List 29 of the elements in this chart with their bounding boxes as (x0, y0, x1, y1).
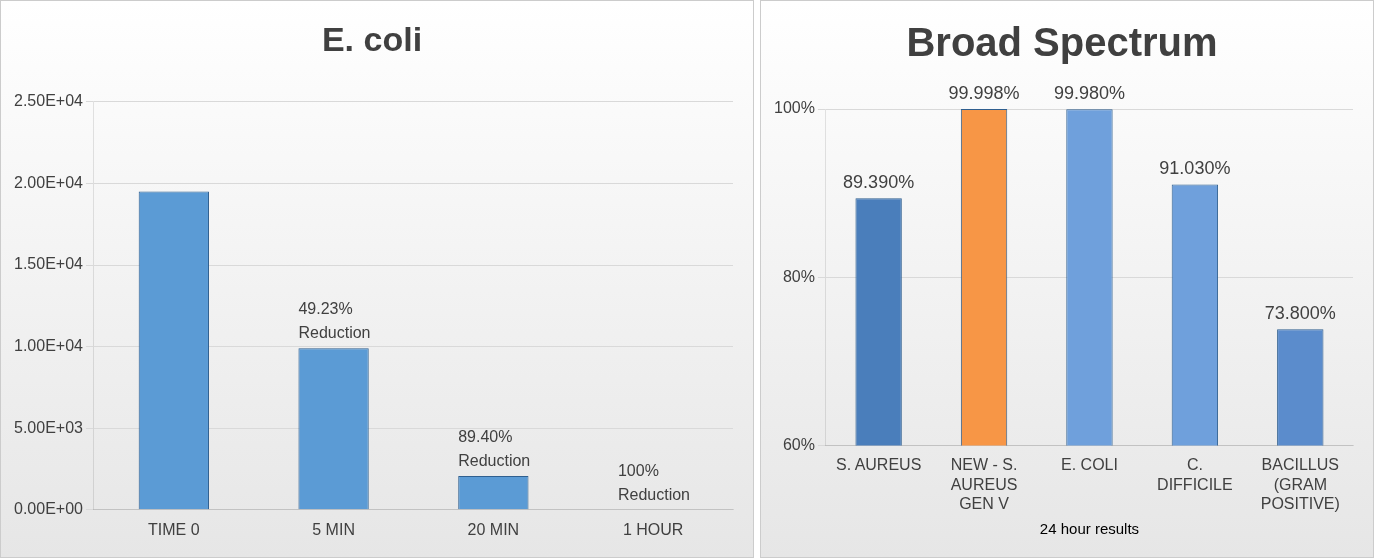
data-label: 73.800% (1264, 303, 1336, 324)
x-tick-label: S. AUREUS (835, 456, 922, 474)
chart-title: Broad Spectrum (906, 20, 1218, 65)
x-tick-label: TIME 0 (148, 520, 200, 538)
y-tick-label: 1.00E+04 (14, 337, 84, 355)
y-tick-label: 2.00E+04 (14, 173, 84, 191)
y-tick-label: 0.00E+00 (14, 500, 84, 518)
data-label: 91.030% (1159, 158, 1231, 179)
x-tick-label: C. DIFFICILE (1157, 456, 1233, 493)
x-axis-title: 24 hour results (1039, 520, 1140, 538)
y-tick-label: 2.50E+04 (14, 92, 84, 110)
x-tick-label: E. COLI (1061, 456, 1118, 474)
annotation: 89.40% Reduction (458, 428, 531, 470)
data-label: 99.980% (1053, 83, 1125, 104)
x-tick-label: 1 HOUR (622, 520, 684, 538)
annotation: 49.23% Reduction (298, 300, 371, 342)
y-tick-label: 5.00E+03 (14, 418, 84, 436)
x-tick-label: NEW - S. AUREUS GEN V (950, 456, 1018, 512)
y-tick-label: 100% (774, 99, 815, 117)
x-tick-label: BACILLUS (GRAM POSITIVE) (1260, 456, 1340, 512)
chart-title: E. coli (321, 19, 423, 58)
y-tick-label: 60% (782, 435, 815, 453)
data-label: 89.390% (843, 172, 915, 193)
annotation: 100% Reduction (617, 461, 691, 503)
y-tick-label: 1.50E+04 (14, 255, 84, 273)
y-tick-label: 80% (782, 267, 815, 285)
x-tick-label: 5 MIN (312, 520, 355, 538)
x-tick-label: 20 MIN (467, 520, 520, 538)
data-label: 99.998% (948, 83, 1020, 104)
